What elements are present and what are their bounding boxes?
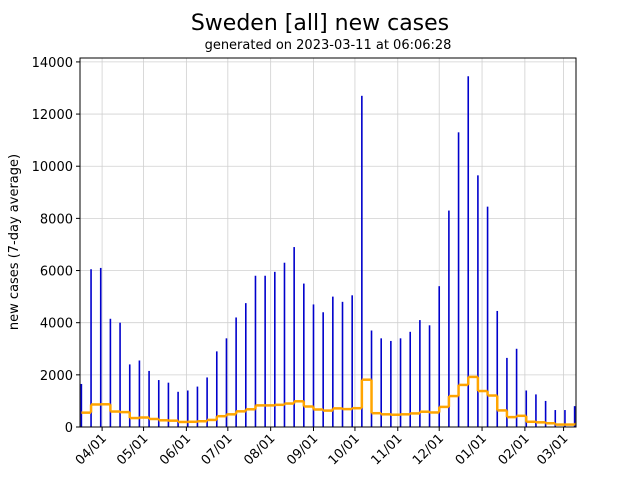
plot-frame <box>79 57 577 428</box>
bar <box>496 310 499 427</box>
bar <box>225 338 228 427</box>
bar <box>554 410 557 427</box>
bar <box>90 269 92 427</box>
chart-title: Sweden [all] new cases <box>191 11 449 36</box>
bar <box>564 410 566 427</box>
bar <box>186 390 189 427</box>
bar <box>448 210 450 427</box>
bar <box>322 312 324 427</box>
x-tick-label: 04/01 <box>73 431 110 468</box>
x-tick-label: 09/01 <box>284 431 321 468</box>
x-tick-label: 06/01 <box>157 431 194 468</box>
bar <box>235 317 237 427</box>
bar <box>525 390 528 427</box>
bar <box>274 271 276 427</box>
bar <box>486 206 489 427</box>
y-tick-label: 10000 <box>32 160 73 175</box>
bar <box>138 360 141 427</box>
bar <box>332 296 334 427</box>
x-tick-label: 03/01 <box>534 431 571 468</box>
bar <box>148 370 150 427</box>
y-tick-label: 6000 <box>40 265 73 280</box>
bar <box>128 364 131 427</box>
bar <box>283 262 286 427</box>
bar <box>380 338 382 427</box>
bar <box>351 295 353 427</box>
bar <box>177 391 179 427</box>
chart-subtitle: generated on 2023-03-11 at 06:06:28 <box>205 38 452 53</box>
bar <box>99 267 102 427</box>
bar <box>477 175 479 427</box>
bar <box>109 318 112 427</box>
bar <box>167 382 170 427</box>
bar <box>196 386 199 427</box>
y-tick-label: 12000 <box>32 108 73 123</box>
bar <box>535 394 537 427</box>
bar <box>293 247 295 427</box>
bar <box>457 132 460 428</box>
bar <box>244 303 247 427</box>
y-axis-label: new cases (7-day average) <box>7 154 22 330</box>
bar <box>303 283 305 427</box>
bar <box>506 357 508 427</box>
y-tick-label: 4000 <box>40 317 73 332</box>
x-tick-label: 08/01 <box>241 431 278 468</box>
bar <box>361 95 363 428</box>
x-tick-label: 01/01 <box>453 431 490 468</box>
bar <box>390 340 392 427</box>
y-tick-label: 14000 <box>32 56 73 71</box>
bar <box>467 76 470 427</box>
x-tick-label: 07/01 <box>199 431 236 468</box>
bar <box>573 406 576 427</box>
bar <box>438 286 441 427</box>
x-tick-label: 10/01 <box>326 431 363 468</box>
x-tick-label: 11/01 <box>368 431 405 468</box>
y-tick-label: 8000 <box>40 212 73 227</box>
y-tick-label: 2000 <box>40 369 73 384</box>
bar <box>409 331 412 427</box>
x-tick-label: 05/01 <box>114 431 151 468</box>
bar <box>341 301 344 427</box>
bar <box>419 320 421 427</box>
bar <box>157 380 160 427</box>
bar <box>399 338 402 427</box>
bar <box>515 348 518 427</box>
bar <box>254 275 257 427</box>
x-tick-label: 02/01 <box>496 431 533 468</box>
bar <box>80 383 83 427</box>
bar <box>312 304 315 427</box>
bar <box>119 322 121 427</box>
bar <box>215 351 218 427</box>
bar <box>206 377 208 427</box>
bar <box>428 325 431 427</box>
bar <box>544 400 547 427</box>
x-tick-label: 12/01 <box>410 431 447 468</box>
y-tick-label: 0 <box>65 421 73 436</box>
bar <box>264 275 266 427</box>
